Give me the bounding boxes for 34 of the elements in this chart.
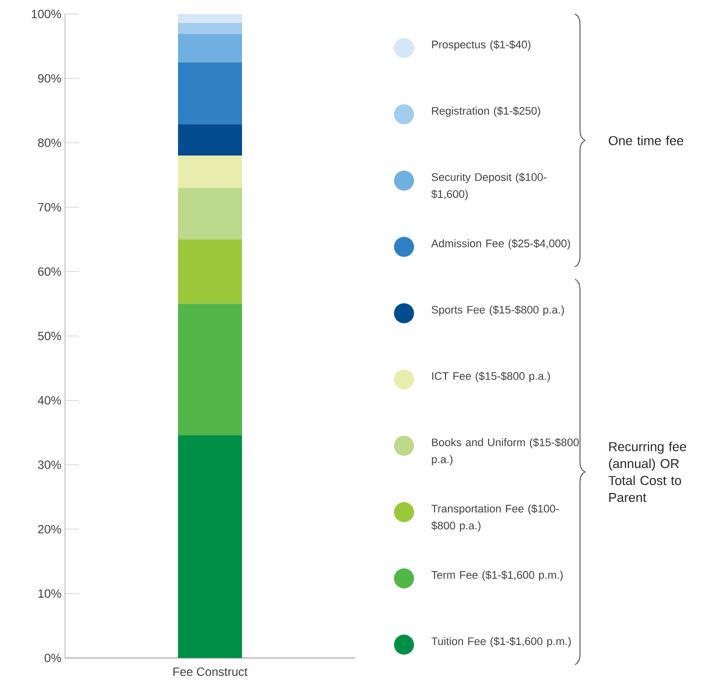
legend-label: Security Deposit ($100-$1,600)	[431, 172, 546, 200]
legend-label: Admission Fee ($25-$4,000)	[431, 239, 570, 250]
y-tick-label: 0%	[44, 654, 62, 662]
bar	[178, 34, 242, 62]
bar	[178, 435, 242, 658]
legend-label: Sports Fee ($15-$800 p.a.)	[432, 305, 564, 316]
legend-label: Books and Uniform ($15-$800 p.a.)	[432, 438, 579, 466]
y-tick-label: 70%	[38, 202, 62, 212]
y-tick-label: 90%	[38, 74, 62, 83]
y-tick-label: 60%	[38, 267, 62, 276]
bar	[178, 304, 242, 436]
x-tick-label: Fee Construct	[173, 668, 248, 676]
legend-label: ICT Fee ($15-$800 p.a.)	[432, 372, 550, 382]
text: Recurring fee (annual) OR Total Cost to Parent	[608, 442, 686, 502]
bar	[178, 239, 242, 304]
legend-label: Term Fee ($1-$1,600 p.m.)	[431, 570, 563, 581]
bar	[178, 124, 242, 156]
bar	[178, 22, 242, 34]
legend-label: Registration ($1-$250)	[432, 106, 540, 117]
bar	[178, 156, 242, 188]
legend-label: Tuition Fee ($1-$1,600 p.m.)	[431, 636, 571, 648]
y-tick-label: 50%	[38, 332, 62, 340]
y-tick-label: 20%	[38, 524, 62, 534]
legend-label: Transportation Fee ($100-$800 p.a.)	[431, 504, 559, 532]
bar	[178, 188, 242, 240]
text: One time fee	[608, 136, 684, 146]
y-tick-label: 80%	[38, 138, 62, 148]
bar	[178, 62, 242, 124]
bar	[178, 14, 242, 23]
y-tick-label: 30%	[38, 460, 62, 470]
y-tick-label: 10%	[38, 589, 62, 598]
y-tick-label: 100%	[32, 10, 62, 18]
y-tick-label: 40%	[38, 396, 62, 405]
legend-label: Prospectus ($1-$40)	[432, 40, 530, 51]
